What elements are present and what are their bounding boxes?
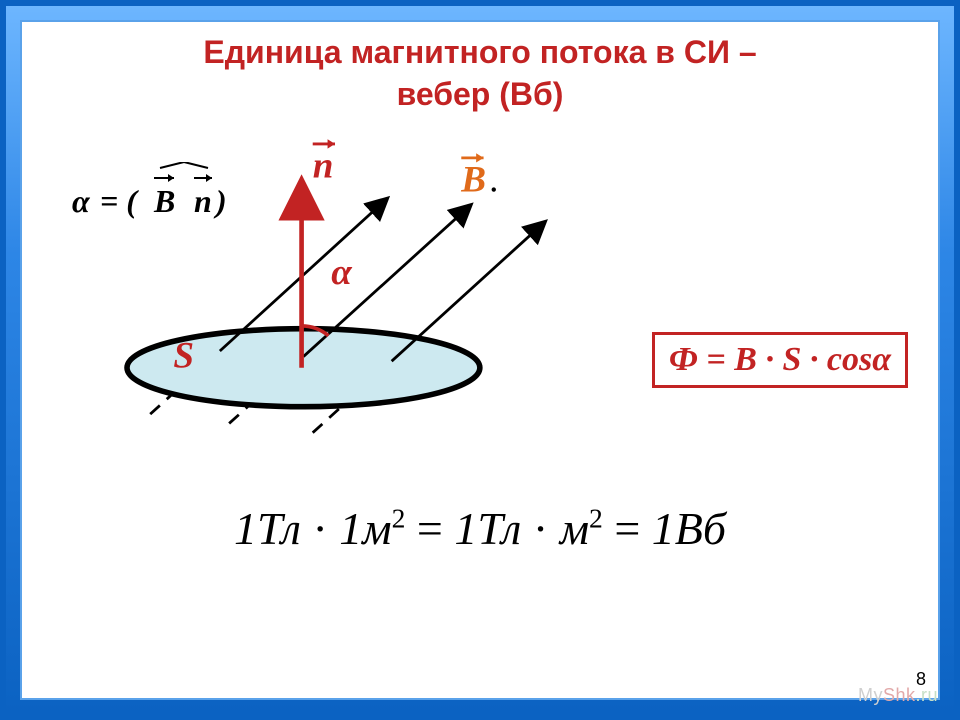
watermark-my: My (858, 685, 883, 705)
title-line-2: вебер (Вб) (397, 76, 564, 112)
unit-mid-a: 1Тл (454, 503, 521, 554)
unit-lhs-b: 1м (339, 503, 391, 554)
unit-sup-b: 2 (392, 503, 406, 534)
svg-text:B: B (460, 159, 486, 200)
unit-equation: 1Тл · 1м2 = 1Тл · м2 = 1Вб (22, 502, 938, 555)
formula-rhs: B · S · cosα (734, 341, 891, 378)
unit-eq2: = (614, 503, 651, 554)
magnetic-flux-diagram: n B. α S (62, 132, 582, 492)
svg-text:S: S (173, 336, 194, 377)
slide-title: Единица магнитного потока в СИ – вебер (… (22, 32, 938, 115)
watermark-ru: .ru (915, 685, 938, 705)
slide-frame-inner: Единица магнитного потока в СИ – вебер (… (20, 20, 940, 700)
watermark-shk: Shk (883, 685, 916, 705)
title-line-1: Единица магнитного потока в СИ – (203, 34, 756, 70)
diagram-svg: n B. α S (62, 132, 582, 492)
unit-dot2: · (521, 503, 559, 554)
svg-text:α: α (331, 252, 353, 293)
watermark: MyShk.ru (858, 685, 938, 706)
unit-lhs-a: 1Тл (234, 503, 301, 554)
slide-content: Единица магнитного потока в СИ – вебер (… (22, 22, 938, 698)
equals: = (698, 341, 734, 378)
slide-frame-outer: Единица магнитного потока в СИ – вебер (… (0, 0, 960, 720)
phi-symbol: Ф (669, 341, 698, 378)
unit-eq1: = (417, 503, 454, 554)
unit-sup-m: 2 (589, 503, 603, 534)
unit-mid-b: м (560, 503, 589, 554)
svg-text:.: . (489, 159, 498, 200)
unit-dot1: · (301, 503, 339, 554)
flux-formula-box: Ф = B · S · cosα (652, 332, 908, 388)
svg-text:n: n (313, 145, 334, 186)
unit-rhs: 1Вб (652, 503, 726, 554)
